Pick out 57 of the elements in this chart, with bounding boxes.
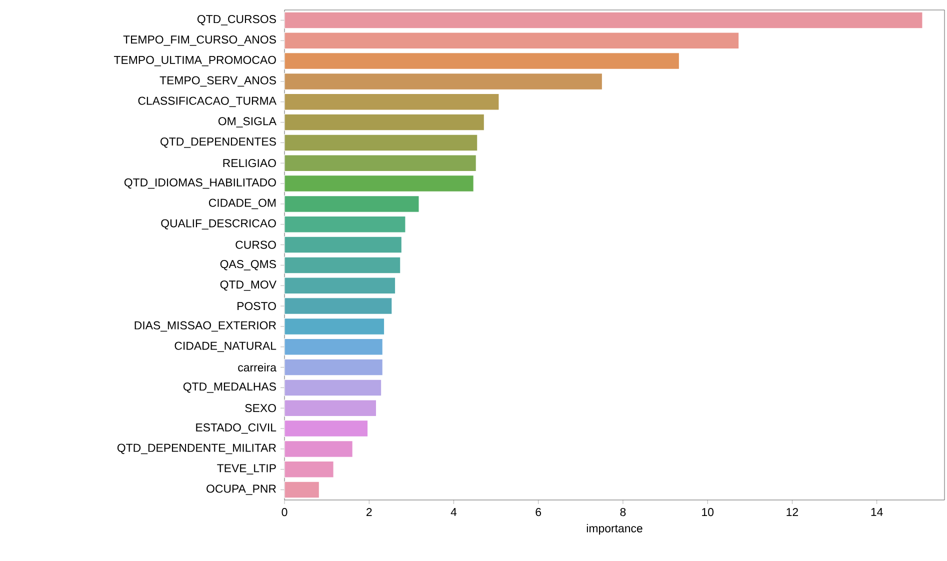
y-tick-label: DIAS_MISSAO_EXTERIOR [134,321,276,332]
x-axis-title: importance [586,524,642,535]
bar [284,93,500,110]
y-tick-label: CIDADE_NATURAL [174,342,276,352]
y-tick-label: QUALIF_DESCRICAO [161,219,276,230]
y-tick-label: OCUPA_PNR [206,484,276,495]
x-tick-label: 12 [786,508,798,516]
bar [284,216,406,233]
bar [284,338,383,356]
bar [284,318,385,335]
y-tick-label: CIDADE_OM [208,198,276,210]
bar [284,298,392,314]
bar [284,52,680,70]
bar [284,154,476,172]
x-tick-label: 6 [536,508,542,516]
y-tick-label: OM_SIGLA [218,117,276,128]
bar [284,481,320,498]
y-tick-label: TEMPO_ULTIMA_PROMOCAO [114,56,276,66]
y-tick-label: QTD_IDIOMAS_HABILITADO [124,178,276,189]
bar [284,256,401,274]
x-tick-label: 14 [871,508,883,516]
y-tick-label: carreira [238,363,276,372]
bar [284,236,402,254]
y-tick-label: CLASSIFICACAO_TURMA [138,96,276,108]
y-tick-label: QAS_QMS [220,260,276,270]
y-tick-label: ESTADO_CIVIL [196,423,276,434]
bar [284,379,382,396]
x-tick-label: 10 [702,508,714,516]
y-tick-label: RELIGIAO [223,159,276,168]
y-tick-label: QTD_DEPENDENTE_MILITAR [117,444,276,454]
bar [284,134,478,152]
y-tick-label: POSTO [238,302,276,310]
bar [284,32,740,50]
bar [284,400,377,417]
y-tick-label: QTD_MOV [220,280,276,291]
bar [284,420,368,437]
y-tick-label: QTD_DEPENDENTES [160,138,276,148]
bar [284,175,474,192]
bar [284,358,383,376]
x-tick-label: 0 [282,508,288,516]
x-tick-label: 8 [620,508,626,516]
bar [284,277,396,294]
y-tick-label: TEMPO_FIM_CURSO_ANOS [123,35,276,46]
y-tick-label: TEVE_LTIP [217,464,276,474]
bar [284,72,603,90]
y-tick-label: TEMPO_SERV_ANOS [160,76,276,87]
bar [284,460,334,478]
bar [284,195,420,212]
y-tick-label: QTD_CURSOS [197,15,276,26]
x-tick-label: 2 [366,508,372,516]
y-tick-label: SEXO [245,404,276,412]
bar [284,440,353,458]
bar [284,114,484,131]
y-tick-label: CURSO [236,240,276,249]
bar [284,12,923,29]
y-tick-label: QTD_MEDALHAS [183,382,276,393]
x-tick-label: 4 [450,508,457,516]
